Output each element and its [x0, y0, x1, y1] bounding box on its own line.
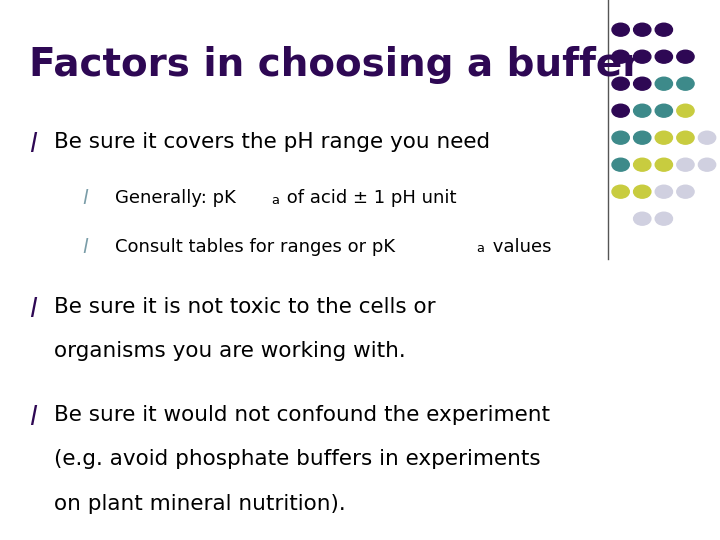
Text: Factors in choosing a buffer: Factors in choosing a buffer	[29, 46, 642, 84]
Text: Be sure it is not toxic to the cells or: Be sure it is not toxic to the cells or	[54, 297, 436, 317]
Circle shape	[677, 185, 694, 198]
Text: organisms you are working with.: organisms you are working with.	[54, 341, 406, 361]
Text: Generally: pK: Generally: pK	[115, 189, 236, 207]
Text: values: values	[487, 238, 552, 255]
Text: Be sure it would not confound the experiment: Be sure it would not confound the experi…	[54, 405, 550, 425]
Text: l: l	[83, 189, 88, 208]
Text: Consult tables for ranges or pK: Consult tables for ranges or pK	[115, 238, 395, 255]
Text: l: l	[29, 297, 36, 323]
Text: l: l	[29, 132, 36, 158]
Text: a: a	[477, 242, 485, 255]
Circle shape	[612, 104, 629, 117]
Circle shape	[655, 158, 672, 171]
Circle shape	[612, 185, 629, 198]
Circle shape	[634, 185, 651, 198]
Circle shape	[655, 212, 672, 225]
Circle shape	[677, 158, 694, 171]
Circle shape	[612, 131, 629, 144]
Circle shape	[634, 104, 651, 117]
Circle shape	[677, 50, 694, 63]
Circle shape	[634, 158, 651, 171]
Text: of acid ± 1 pH unit: of acid ± 1 pH unit	[282, 189, 456, 207]
Text: l: l	[83, 238, 88, 256]
Circle shape	[634, 77, 651, 90]
Text: (e.g. avoid phosphate buffers in experiments: (e.g. avoid phosphate buffers in experim…	[54, 449, 541, 469]
Circle shape	[634, 212, 651, 225]
Text: a: a	[271, 194, 279, 207]
Text: on plant mineral nutrition).: on plant mineral nutrition).	[54, 494, 346, 514]
Circle shape	[612, 23, 629, 36]
Circle shape	[612, 50, 629, 63]
Circle shape	[698, 131, 716, 144]
Circle shape	[655, 23, 672, 36]
Circle shape	[655, 50, 672, 63]
Circle shape	[655, 104, 672, 117]
Text: Be sure it covers the pH range you need: Be sure it covers the pH range you need	[54, 132, 490, 152]
Circle shape	[612, 158, 629, 171]
Circle shape	[698, 158, 716, 171]
Text: l: l	[29, 405, 36, 431]
Circle shape	[655, 77, 672, 90]
Circle shape	[612, 77, 629, 90]
Circle shape	[634, 50, 651, 63]
Circle shape	[634, 131, 651, 144]
Circle shape	[677, 104, 694, 117]
Circle shape	[677, 77, 694, 90]
Circle shape	[677, 131, 694, 144]
Circle shape	[655, 131, 672, 144]
Circle shape	[634, 23, 651, 36]
Circle shape	[655, 185, 672, 198]
